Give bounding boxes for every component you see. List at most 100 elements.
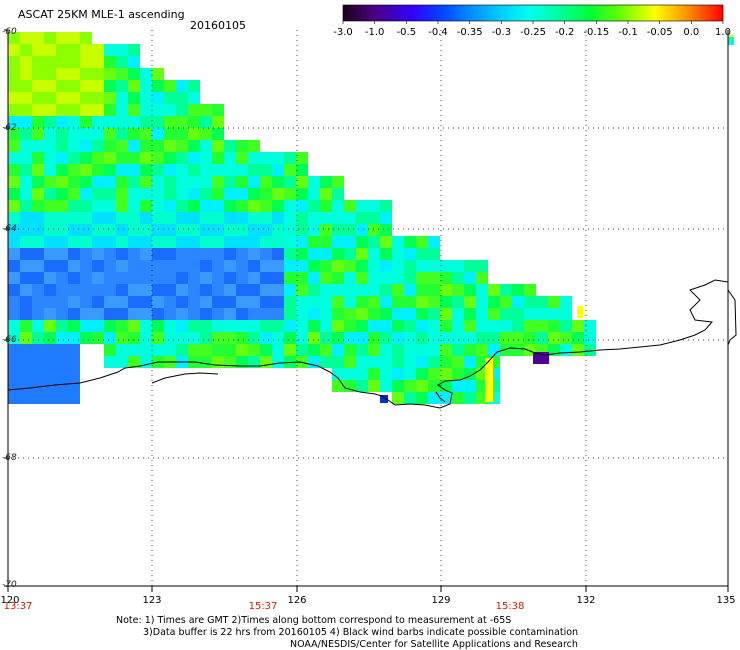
data-pixel [368,380,380,392]
data-pixel [416,260,428,272]
data-pixel [116,296,128,308]
data-pixel [44,260,56,272]
data-pixel [380,356,392,368]
data-pixel [32,344,44,356]
data-pixel [236,332,248,344]
data-pixel [176,92,188,104]
data-pixel [452,296,464,308]
data-pixel [212,332,224,344]
data-pixel [8,260,20,272]
data-pixel [500,296,512,308]
data-pixel [428,236,440,248]
data-pixel [188,236,200,248]
data-pixel [212,164,224,176]
data-pixel [140,200,152,212]
data-pixel [140,344,152,356]
data-pixel [104,260,116,272]
data-pixel [92,56,104,68]
data-pixel [212,320,224,332]
data-pixel [92,296,104,308]
data-pixel [392,356,404,368]
data-pixel [548,320,560,332]
data-pixel [452,320,464,332]
data-pixel [140,212,152,224]
data-pixel [56,272,68,284]
lat-lon-grid [8,30,728,586]
data-pixel [92,104,104,116]
data-pixel [32,116,44,128]
data-pixel [164,296,176,308]
data-pixel [164,104,176,116]
data-pixel [140,320,152,332]
data-pixel [56,368,68,380]
data-pixel [260,212,272,224]
data-pixel [56,356,68,368]
data-pixel [380,200,392,212]
data-pixel [272,200,284,212]
data-pixel [464,308,476,320]
data-pixel [260,260,272,272]
data-pixel [188,212,200,224]
data-pixel [20,248,32,260]
data-pixel [452,356,464,368]
data-pixel [68,296,80,308]
time-label-1: 13:37 [3,601,33,612]
note-line-3: NOAA/NESDIS/Center for Satellite Applica… [290,639,578,650]
time-label-2: 15:37 [248,601,278,612]
data-pixel [176,128,188,140]
data-pixel [116,80,128,92]
data-pixel [92,164,104,176]
data-pixel [236,320,248,332]
data-pixel [32,44,44,56]
data-pixel [212,104,224,116]
data-pixel [404,308,416,320]
data-pixel [128,188,140,200]
data-pixel [176,284,188,296]
data-pixel [56,164,68,176]
data-pixel [308,272,320,284]
data-pixel [332,284,344,296]
data-pixel [212,212,224,224]
data-pixel [200,320,212,332]
data-pixel [116,344,128,356]
data-pixel [284,176,296,188]
data-pixel [452,368,464,380]
data-pixel [188,176,200,188]
data-pixel [416,272,428,284]
data-pixel [248,320,260,332]
data-pixel [236,200,248,212]
data-pixel [368,260,380,272]
data-pixel [116,284,128,296]
data-pixel [20,200,32,212]
data-pixel [68,128,80,140]
data-pixel [272,260,284,272]
data-pixel [464,272,476,284]
data-pixel [416,392,428,404]
data-pixel [104,176,116,188]
data-pixel [476,308,488,320]
data-pixel [20,116,32,128]
data-pixel [56,44,68,56]
data-pixel [440,272,452,284]
data-pixel [164,80,176,92]
data-pixel [128,212,140,224]
data-pixel [152,308,164,320]
data-pixel [8,116,20,128]
data-pixel [44,392,56,404]
colorbar-label: -1.0 [364,27,385,38]
data-pixel [344,248,356,260]
data-pixel [56,248,68,260]
data-pixel [44,284,56,296]
data-pixel [260,344,272,356]
data-pixel [464,332,476,344]
data-pixel [428,344,440,356]
data-pixel [392,260,404,272]
data-pixel [248,356,260,368]
data-pixel [248,176,260,188]
lon-label-123: 123 [142,595,162,606]
data-pixel [20,176,32,188]
data-pixel [284,296,296,308]
data-pixel [116,332,128,344]
data-pixel [140,332,152,344]
data-pixel [368,320,380,332]
